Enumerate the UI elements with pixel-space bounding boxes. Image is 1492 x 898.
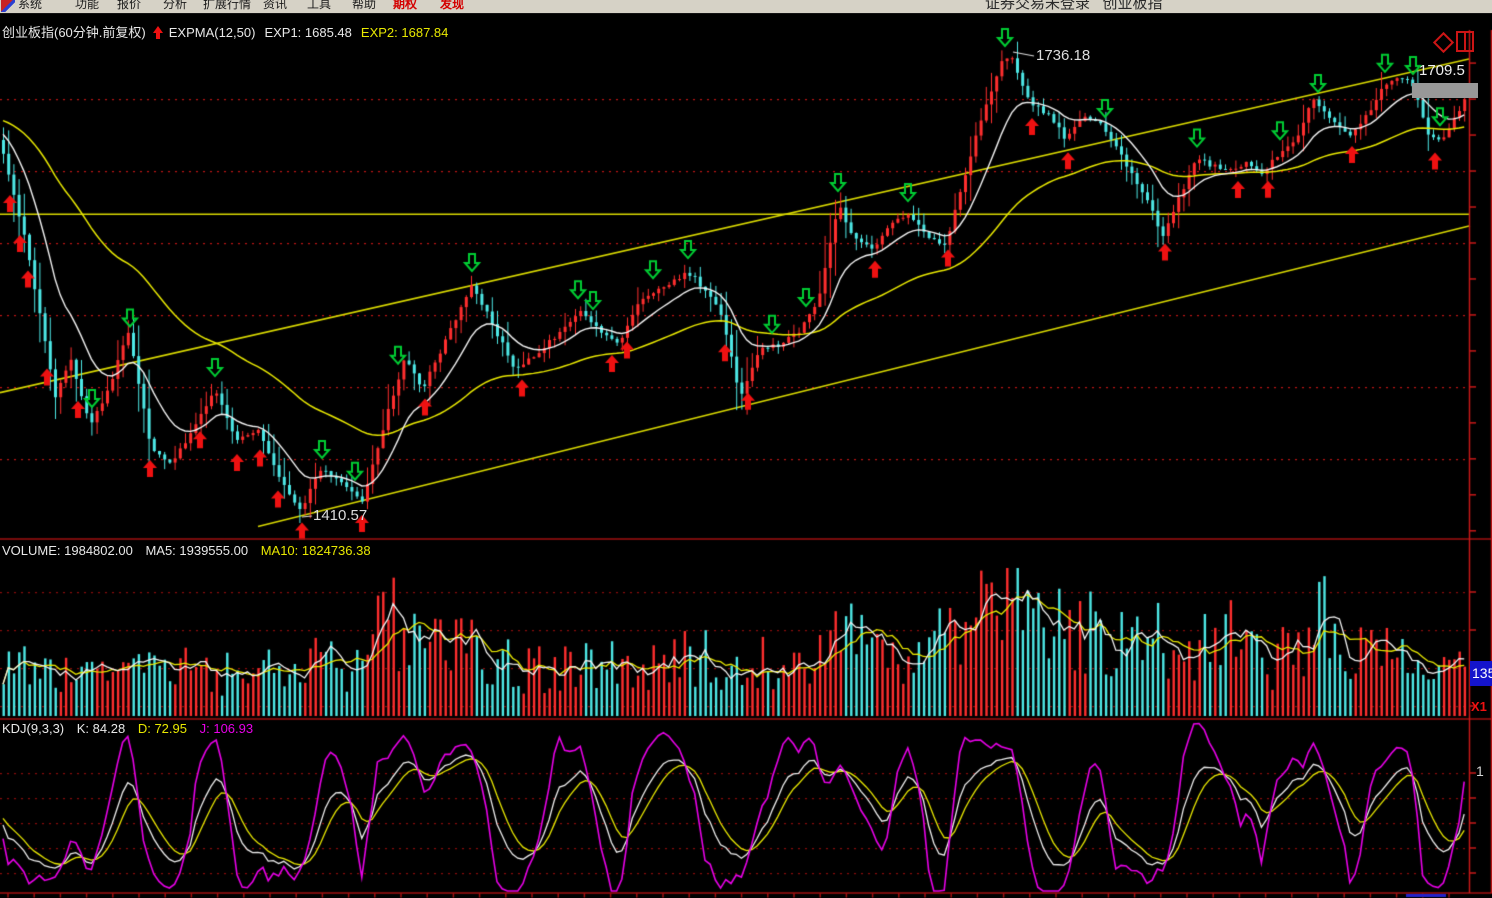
volume-ma10: MA10: 1824736.38 <box>260 543 371 558</box>
kdj-axis-label: 1 <box>1476 763 1484 779</box>
menu-item-help[interactable]: 帮助 <box>352 0 377 11</box>
kdj-j-value: J: 106.93 <box>199 721 254 736</box>
volume-value: VOLUME: 1984802.00 <box>2 543 133 558</box>
menu-item-news[interactable]: 资讯 <box>263 0 288 11</box>
swing-high-annotation: 1736.18 <box>1036 47 1091 64</box>
volume-multiplier-label: X1 <box>1471 699 1487 714</box>
volume-axis-badge: 135 <box>1470 661 1492 686</box>
split-window-icon[interactable] <box>1456 31 1474 52</box>
kdj-title: KDJ(9,3,3) <box>2 721 65 736</box>
kdj-k-value: K: 84.28 <box>76 721 126 736</box>
last-price-label: 1709.5 <box>1419 62 1465 79</box>
menu-item-quotes[interactable]: 报价 <box>117 0 142 11</box>
volume-ma5: MA5: 1939555.00 <box>145 543 249 558</box>
chart-title: 创业板指(60分钟.前复权) <box>2 25 146 40</box>
swing-low-annotation: 1410.57 <box>313 507 368 524</box>
login-status-text: 证券交易未登录 创业板指 <box>985 0 1163 12</box>
up-arrow-icon <box>152 26 163 39</box>
kdj-d-value: D: 72.95 <box>137 721 187 736</box>
menu-item-analysis[interactable]: 分析 <box>163 0 188 11</box>
menu-item-system[interactable]: 系统 <box>18 0 43 11</box>
menu-item-options[interactable]: 期权 <box>393 0 418 11</box>
app-logo-icon <box>1 0 15 12</box>
menu-bar: 系统 功能 报价 分析 扩展行情 资讯 工具 帮助 期权 发现 证券交易未登录 … <box>0 0 1492 14</box>
menu-item-extended-quotes[interactable]: 扩展行情 <box>203 0 252 11</box>
main-chart-header: 创业板指(60分钟.前复权) EXPMA(12,50) EXP1: 1685.48 E… <box>2 22 448 41</box>
menu-item-function[interactable]: 功能 <box>75 0 100 11</box>
kdj-panel-header: KDJ(9,3,3) K: 84.28 D: 72.95 J: 106.93 <box>2 721 262 736</box>
indicator-name: EXPMA(12,50) <box>168 25 256 40</box>
menu-item-discover[interactable]: 发现 <box>440 0 465 11</box>
volume-panel-header: VOLUME: 1984802.00 MA5: 1939555.00 MA10:… <box>2 543 380 558</box>
menu-item-tools[interactable]: 工具 <box>307 0 332 11</box>
exp2-value: EXP2: 1687.84 <box>360 25 449 40</box>
price-marker-box <box>1412 83 1478 98</box>
exp1-value: EXP1: 1685.48 <box>264 25 352 40</box>
